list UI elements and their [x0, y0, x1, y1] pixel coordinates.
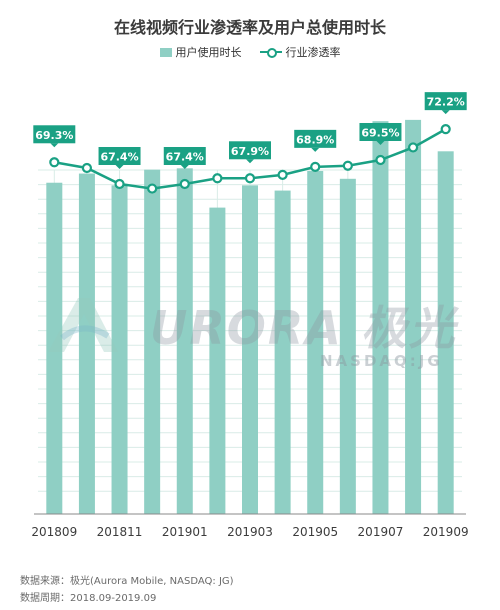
x-tick-label: 201909 [423, 525, 469, 539]
bar-201903 [242, 185, 258, 515]
chart-title: 在线视频行业渗透率及用户总使用时长 [113, 18, 386, 37]
bar-201812 [144, 169, 161, 514]
line-point-201811 [114, 178, 125, 190]
legend-bar-swatch [159, 47, 172, 57]
line-point-201907 [375, 154, 386, 166]
x-tick-label: 201905 [292, 525, 338, 539]
data-label-pointer [50, 143, 59, 148]
x-tick-label: 201811 [97, 525, 143, 539]
bar-201902 [209, 207, 226, 514]
data-label: 67.4% [100, 151, 138, 164]
aurora-logo-watermark [48, 298, 118, 352]
legend-line-marker [259, 47, 282, 58]
line-point-201906 [342, 160, 353, 171]
source-text: 数据来源：极光(Aurora Mobile, NASDAQ: JG) [20, 576, 234, 587]
watermark-brand: URORA 极光 [150, 301, 457, 355]
bar-201905 [307, 170, 324, 514]
data-label: 69.3% [35, 129, 73, 142]
x-tick-label: 201809 [31, 525, 77, 539]
data-label: 68.9% [296, 133, 334, 146]
legend-item-penetration: 行业渗透率 [259, 44, 341, 60]
legend: 用户使用时长 行业渗透率 [0, 44, 500, 60]
bar-201809 [46, 182, 63, 514]
line-point-201904 [277, 169, 288, 180]
data-label: 72.2% [427, 96, 465, 109]
bar-201811 [111, 185, 128, 515]
legend-item-duration: 用户使用时长 [159, 44, 242, 60]
bar-201906 [339, 178, 356, 515]
line-point-201809 [49, 157, 60, 168]
bar-201907 [372, 121, 389, 514]
watermark-ticker: NASDAQ:JG [320, 352, 443, 370]
line-point-201810 [81, 162, 93, 174]
data-label-box [33, 125, 76, 144]
bar-201901 [176, 168, 193, 514]
line-point-201812 [147, 183, 158, 194]
data-label-box [294, 129, 337, 148]
data-label-pointer [115, 165, 124, 169]
line-point-201901 [179, 178, 190, 190]
period-text: 数据周期：2018.09-2019.09 [20, 593, 157, 604]
data-label: 67.4% [166, 151, 204, 164]
x-tick-label: 201903 [227, 525, 273, 539]
data-label-pointer [376, 141, 385, 145]
line-point-201909 [440, 124, 451, 135]
data-label-pointer [311, 147, 320, 152]
data-label-box [359, 123, 402, 141]
line-point-201903 [244, 173, 256, 184]
data-label-box [424, 92, 467, 111]
data-label-box [98, 147, 141, 165]
data-label: 67.9% [231, 145, 269, 158]
line-point-201908 [407, 142, 419, 153]
data-label: 69.5% [361, 127, 399, 140]
data-label-box [163, 147, 206, 165]
data-label-box [229, 141, 271, 160]
bar-201908 [405, 119, 422, 515]
bar-201904 [274, 190, 291, 514]
data-label-pointer [441, 110, 450, 115]
x-tick-label: 201907 [358, 525, 404, 539]
legend-bar-label: 用户使用时长 [175, 46, 242, 59]
bar-201810 [78, 173, 95, 514]
data-label-pointer [246, 159, 254, 164]
x-tick-label: 201901 [162, 525, 208, 539]
bar-201909 [437, 151, 454, 514]
data-label-pointer [180, 165, 189, 169]
line-point-201902 [212, 173, 223, 184]
line-point-201905 [310, 161, 321, 172]
legend-line-label: 行业渗透率 [285, 46, 341, 59]
